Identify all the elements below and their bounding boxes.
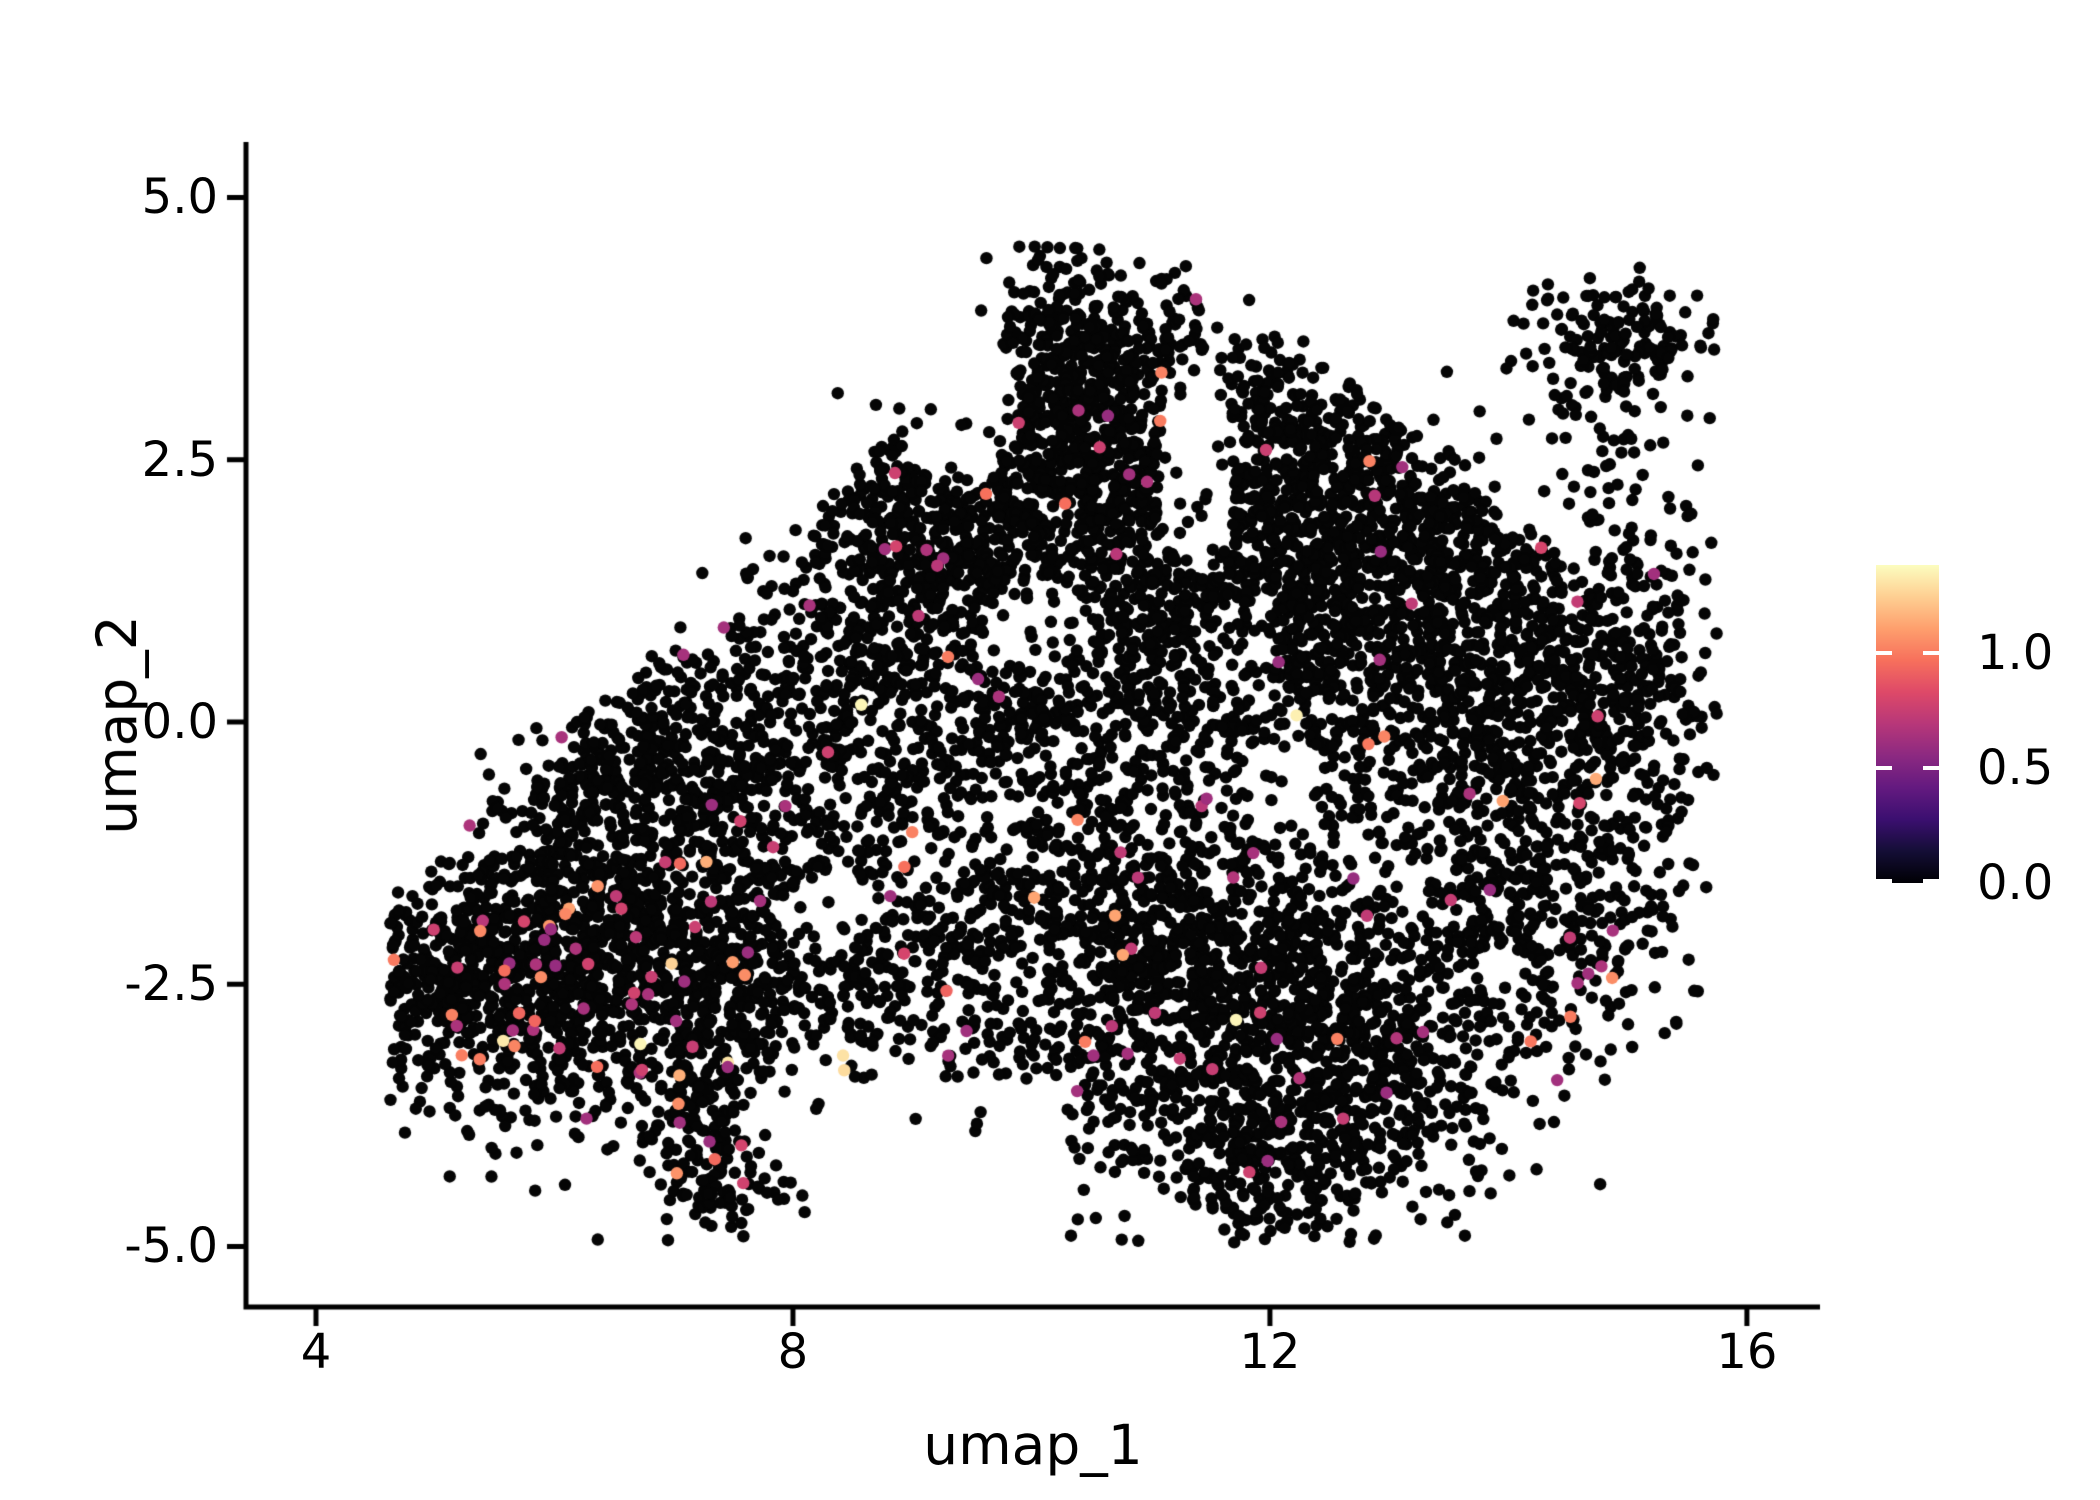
colorbar-tick-mark	[1876, 765, 1892, 770]
colorbar-tick-mark	[1923, 879, 1939, 883]
y-axis-label: umap_2	[85, 615, 149, 835]
y-tick-label: -5.0	[124, 1218, 218, 1275]
y-tick-label: 5.0	[141, 169, 218, 226]
x-tick-label: 4	[300, 1324, 332, 1380]
y-tick-label: 0.0	[141, 693, 218, 750]
x-tick-label: 12	[1239, 1324, 1301, 1380]
colorbar-tick-mark	[1923, 765, 1939, 770]
y-tick-label: 2.5	[141, 431, 218, 488]
colorbar-tick-label: 1.0	[1977, 624, 2054, 681]
colorbar-tick-label: 0.5	[1977, 739, 2054, 796]
colorbar-tick-mark	[1923, 650, 1939, 655]
x-tick-label: 16	[1716, 1324, 1778, 1380]
colorbar-tick-label: 0.0	[1977, 855, 2054, 911]
y-tick-label: -2.5	[124, 956, 218, 1013]
x-tick-label: 8	[777, 1324, 809, 1380]
colorbar-tick-mark	[1876, 879, 1892, 883]
colorbar-gradient	[1876, 565, 1939, 883]
x-axis-label: umap_1	[923, 1413, 1143, 1477]
colorbar-tick-mark	[1876, 650, 1892, 655]
